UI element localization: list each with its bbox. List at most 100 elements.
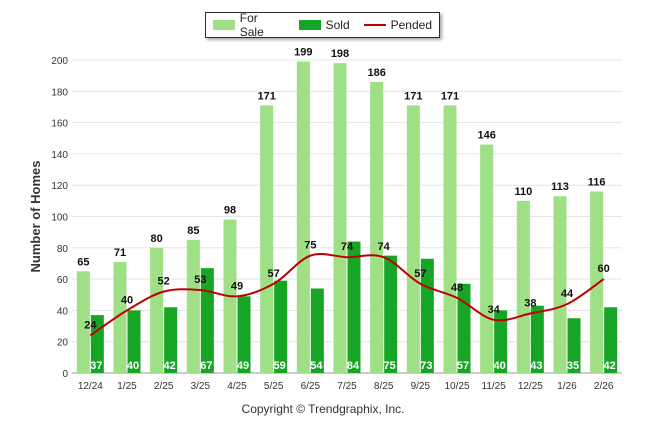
label-for-sale-7-25: 198: [331, 48, 349, 60]
label-for-sale-10-25: 171: [441, 90, 459, 102]
bar-for-sale-1-26: [553, 196, 567, 373]
label-pended-11-25: 34: [488, 304, 501, 316]
y-tick-label-180: 180: [51, 87, 68, 98]
x-tick-label-12-24: 12/24: [78, 381, 103, 392]
label-sold-11-25: 40: [494, 360, 506, 372]
bar-sold-1-25: [127, 310, 141, 373]
line-pended: [89, 252, 605, 337]
label-pended-2-26: 60: [598, 263, 610, 275]
label-pended-2-25: 52: [158, 276, 170, 288]
bar-sold-12-25: [530, 305, 544, 373]
x-tick-label-6-25: 6/25: [301, 381, 321, 392]
label-pended-12-25: 38: [524, 298, 536, 310]
legend-label-for-sale: For Sale: [239, 11, 264, 39]
bar-for-sale-12-25: [516, 200, 530, 373]
label-sold-2-25: 42: [164, 360, 176, 372]
label-for-sale-8-25: 186: [367, 67, 385, 79]
label-for-sale-11-25: 146: [477, 130, 495, 142]
x-tick-label-7-25: 7/25: [337, 381, 357, 392]
label-pended-1-25: 40: [121, 294, 133, 306]
legend-swatch-pended: [363, 24, 386, 26]
x-tick-label-8-25: 8/25: [374, 381, 394, 392]
x-tick-label-12-25: 12/25: [518, 381, 543, 392]
x-tick-label-3-25: 3/25: [191, 381, 211, 392]
y-tick-label-160: 160: [51, 119, 68, 130]
x-tick-label-1-25: 1/25: [117, 381, 137, 392]
bar-for-sale-8-25: [370, 81, 384, 373]
label-pended-1-26: 44: [561, 288, 574, 300]
bar-sold-7-25: [347, 241, 361, 373]
label-sold-10-25: 57: [457, 360, 469, 372]
label-for-sale-12-24: 65: [77, 256, 89, 268]
bar-sold-1-26: [567, 318, 581, 373]
bar-sold-10-25: [457, 283, 471, 373]
y-tick-label-60: 60: [57, 275, 69, 286]
y-tick-label-20: 20: [57, 338, 69, 349]
x-tick-label-1-26: 1/26: [557, 381, 577, 392]
y-tick-label-100: 100: [51, 213, 68, 224]
label-pended-3-25: 53: [194, 274, 206, 286]
bar-for-sale-6-25: [296, 61, 310, 373]
label-pended-6-25: 75: [304, 240, 316, 252]
x-tick-label-2-26: 2/26: [594, 381, 614, 392]
label-for-sale-9-25: 171: [404, 90, 422, 102]
label-pended-12-24: 24: [84, 319, 97, 331]
label-pended-7-25: 74: [341, 241, 354, 253]
label-sold-7-25: 84: [347, 360, 360, 372]
bar-for-sale-9-25: [406, 105, 420, 373]
bar-sold-2-25: [164, 307, 178, 373]
label-for-sale-1-26: 113: [551, 181, 569, 193]
legend-label-pended: Pended: [390, 18, 432, 32]
label-sold-2-26: 42: [604, 360, 616, 372]
bar-sold-8-25: [384, 255, 398, 373]
bar-for-sale-3-25: [186, 239, 200, 373]
copyright: Copyright © Trendgraphix, Inc.: [241, 402, 405, 416]
bar-for-sale-12-24: [76, 271, 90, 373]
y-tick-label-140: 140: [51, 150, 68, 161]
x-tick-label-11-25: 11/25: [482, 381, 507, 392]
legend-label-sold: Sold: [325, 18, 350, 32]
x-tick-label-2-25: 2/25: [154, 381, 174, 392]
bar-for-sale-7-25: [333, 63, 347, 373]
y-tick-label-80: 80: [57, 244, 69, 255]
legend-swatch-sold: [298, 20, 321, 30]
label-sold-1-26: 35: [567, 360, 579, 372]
x-tick-label-4-25: 4/25: [227, 381, 247, 392]
label-sold-9-25: 73: [420, 360, 432, 372]
label-for-sale-1-25: 71: [114, 247, 126, 259]
label-for-sale-2-25: 80: [151, 233, 163, 245]
label-sold-6-25: 54: [310, 360, 323, 372]
y-axis-title: Number of Homes: [28, 161, 43, 273]
bar-for-sale-2-25: [150, 247, 164, 373]
label-sold-12-25: 43: [530, 360, 542, 372]
legend-item-sold: Sold: [298, 18, 350, 32]
legend-swatch-for-sale: [213, 20, 235, 30]
label-for-sale-6-25: 199: [294, 47, 312, 59]
bar-for-sale-11-25: [480, 144, 494, 373]
bar-sold-11-25: [494, 310, 508, 373]
label-pended-9-25: 57: [414, 268, 426, 280]
bar-for-sale-1-25: [113, 261, 127, 373]
bar-sold-4-25: [237, 296, 251, 373]
label-pended-8-25: 74: [378, 241, 391, 253]
legend: For Sale Sold Pended: [205, 11, 440, 39]
bar-for-sale-5-25: [260, 105, 274, 373]
bar-sold-6-25: [310, 288, 324, 373]
label-for-sale-4-25: 98: [224, 205, 236, 217]
label-for-sale-3-25: 85: [187, 225, 199, 237]
y-tick-label-40: 40: [57, 306, 69, 317]
bar-sold-3-25: [200, 268, 214, 373]
label-for-sale-12-25: 110: [514, 186, 532, 198]
label-sold-3-25: 67: [200, 360, 212, 372]
y-tick-label-0: 0: [62, 369, 68, 380]
y-tick-label-200: 200: [51, 56, 68, 67]
label-pended-4-25: 49: [231, 280, 243, 292]
label-sold-4-25: 49: [237, 360, 249, 372]
label-pended-5-25: 57: [268, 268, 280, 280]
bar-sold-12-24: [90, 315, 104, 373]
bar-sold-5-25: [274, 280, 288, 373]
y-tick-label-120: 120: [51, 181, 68, 192]
bar-for-sale-2-26: [590, 191, 604, 373]
label-sold-5-25: 59: [274, 360, 286, 372]
